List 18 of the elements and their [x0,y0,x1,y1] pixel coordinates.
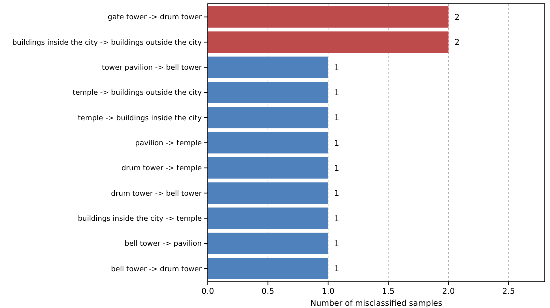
data-label: 1 [334,88,340,98]
data-label: 1 [334,189,340,198]
data-label: 1 [334,63,340,72]
x-axis-title: Number of misclassified samples [310,299,443,308]
data-label: 1 [334,138,340,148]
data-label: 1 [334,239,340,248]
data-label: 1 [334,164,340,173]
data-label: 2 [454,38,460,48]
data-label: 1 [334,114,340,123]
x-tick-label: 1.5 [382,287,395,296]
x-tick-label: 1.0 [322,287,335,296]
x-tick-label: 0.5 [262,287,275,296]
x-tick-label: 0.0 [202,287,214,296]
x-tick-label: 2.0 [442,287,456,296]
data-label: 1 [334,214,340,224]
x-tick-label: 2.5 [502,287,516,296]
data-label: 2 [454,13,460,22]
data-label: 1 [334,264,340,274]
